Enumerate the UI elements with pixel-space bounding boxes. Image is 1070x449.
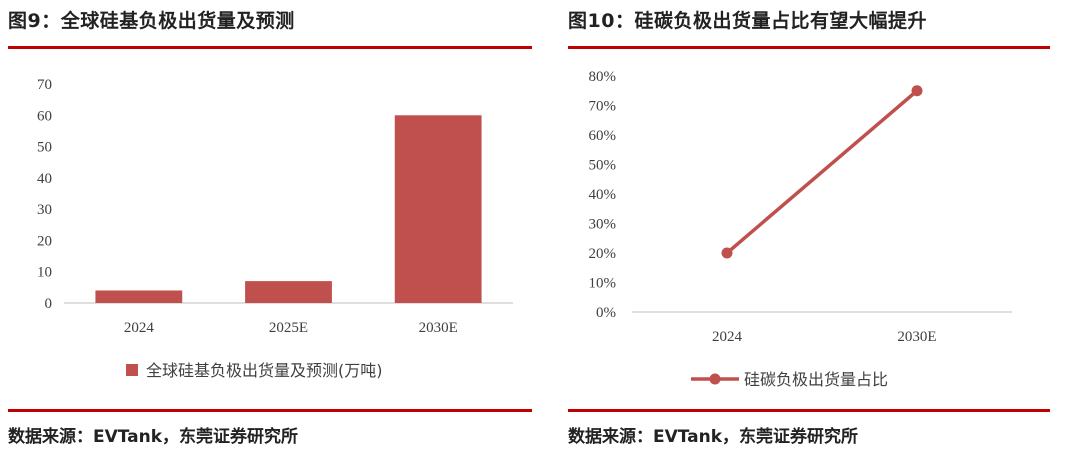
y-tick-label: 30% bbox=[589, 217, 617, 233]
legend-label: 全球硅基负极出货量及预测(万吨) bbox=[146, 361, 383, 380]
figure-10-title: 图10：硅碳负极出货量占比有望大幅提升 bbox=[568, 10, 927, 32]
x-tick-label: 2025E bbox=[269, 320, 308, 336]
x-tick-label: 2030E bbox=[419, 320, 458, 336]
figure-9-source: 数据来源：EVTank，东莞证券研究所 bbox=[8, 427, 299, 447]
y-tick-label: 80% bbox=[589, 69, 617, 85]
bar-2030E bbox=[394, 115, 482, 304]
bar-2025E bbox=[245, 281, 332, 303]
y-tick-label: 20 bbox=[37, 233, 52, 249]
legend-swatch bbox=[126, 364, 138, 376]
y-tick-label: 60% bbox=[589, 128, 617, 144]
y-tick-label: 10% bbox=[589, 276, 617, 292]
y-tick-label: 0 bbox=[45, 296, 53, 312]
title-rule bbox=[8, 46, 532, 49]
x-tick-label: 2024 bbox=[712, 329, 743, 345]
point-2030E bbox=[911, 85, 923, 97]
figure-10-panel: 图10：硅碳负极出货量占比有望大幅提升 0% 10% 20% 30% 40% 50% 60%… bbox=[560, 0, 1050, 449]
y-tick-label: 0% bbox=[596, 305, 616, 321]
y-tick-label: 60 bbox=[37, 108, 52, 124]
line-chart: 0% 10% 20% 30% 40% 50% 60% 70% 80% 2024 2030E 硅碳负极出… bbox=[589, 69, 1012, 389]
legend-marker bbox=[709, 373, 721, 385]
title-rule bbox=[568, 46, 1050, 49]
x-tick-label: 2030E bbox=[897, 329, 936, 345]
y-tick-label: 50% bbox=[589, 158, 617, 174]
figure-10-source: 数据来源：EVTank，东莞证券研究所 bbox=[568, 427, 859, 447]
y-tick-label: 70 bbox=[37, 77, 52, 93]
y-tick-label: 70% bbox=[589, 99, 617, 115]
figure-9-title: 图9：全球硅基负极出货量及预测 bbox=[8, 10, 295, 32]
point-2024 bbox=[721, 247, 733, 259]
y-tick-label: 50 bbox=[37, 140, 52, 156]
y-tick-label: 40% bbox=[589, 187, 617, 203]
figure-9-panel: 图9：全球硅基负极出货量及预测 0 10 20 30 40 50 60 70 2024 2025E… bbox=[0, 0, 532, 449]
series-line bbox=[725, 89, 919, 255]
y-tick-label: 30 bbox=[37, 202, 52, 218]
bar-2024 bbox=[95, 290, 183, 303]
source-rule bbox=[8, 409, 532, 412]
y-tick-label: 10 bbox=[37, 265, 52, 281]
bar-chart: 0 10 20 30 40 50 60 70 2024 2025E 2030E 全球硅基负极出货量及预… bbox=[37, 77, 513, 380]
source-rule bbox=[568, 409, 1050, 412]
y-tick-label: 20% bbox=[589, 246, 617, 262]
x-tick-label: 2024 bbox=[124, 320, 155, 336]
y-tick-label: 40 bbox=[37, 171, 52, 187]
legend-label: 硅碳负极出货量占比 bbox=[744, 370, 888, 389]
